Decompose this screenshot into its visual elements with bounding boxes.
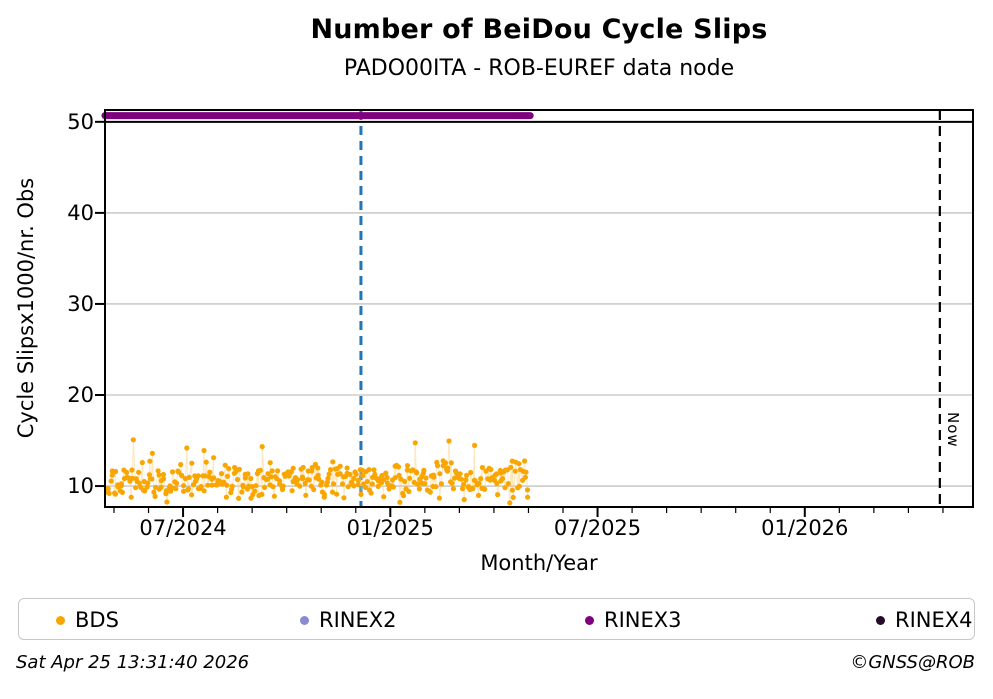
x-tick-label: 07/2024: [139, 516, 227, 540]
y-tick-label: 40: [67, 200, 94, 225]
grid-lines: [105, 212, 973, 487]
x-tick-label: 07/2025: [553, 516, 642, 540]
y-tick-label: 30: [67, 291, 94, 316]
y-tick-label: 20: [67, 383, 94, 407]
axis-ticks: [95, 120, 944, 517]
y-tick-label: 10: [67, 474, 94, 499]
copyright: ©GNSS@ROB: [850, 652, 975, 673]
rinex2-marker-icon: [300, 615, 309, 625]
bds-scatter-series: [105, 437, 531, 506]
chart-subtitle: PADO00ITA - ROB-EUREF data node: [343, 56, 735, 81]
legend-item-rinex3: RINEX3: [585, 599, 682, 641]
legend-item-rinex4: RINEX4: [876, 599, 973, 641]
legend-label: BDS: [75, 608, 119, 632]
x-tick-label: 01/2025: [346, 516, 434, 540]
rinex4-marker-icon: [876, 615, 885, 625]
x-tick-label: 01/2026: [761, 516, 849, 540]
rinex3-marker-icon: [585, 615, 594, 625]
legend: BDS RINEX2 RINEX3 RINEX4: [18, 598, 975, 640]
legend-item-rinex2: RINEX2: [300, 599, 397, 641]
y-tick-label: 50: [67, 109, 94, 134]
bds-marker-icon: [56, 615, 65, 625]
timestamp: Sat Apr 25 13:31:40 2026: [16, 652, 250, 673]
x-axis-label: Month/Year: [480, 551, 598, 575]
now-line-label: Now: [944, 412, 962, 448]
legend-item-bds: BDS: [56, 599, 119, 641]
plot-frame: [104, 109, 974, 508]
legend-label: RINEX3: [604, 608, 682, 632]
chart-title: Number of BeiDou Cycle Slips: [310, 14, 768, 45]
legend-label: RINEX4: [895, 608, 973, 632]
legend-label: RINEX2: [319, 608, 397, 632]
